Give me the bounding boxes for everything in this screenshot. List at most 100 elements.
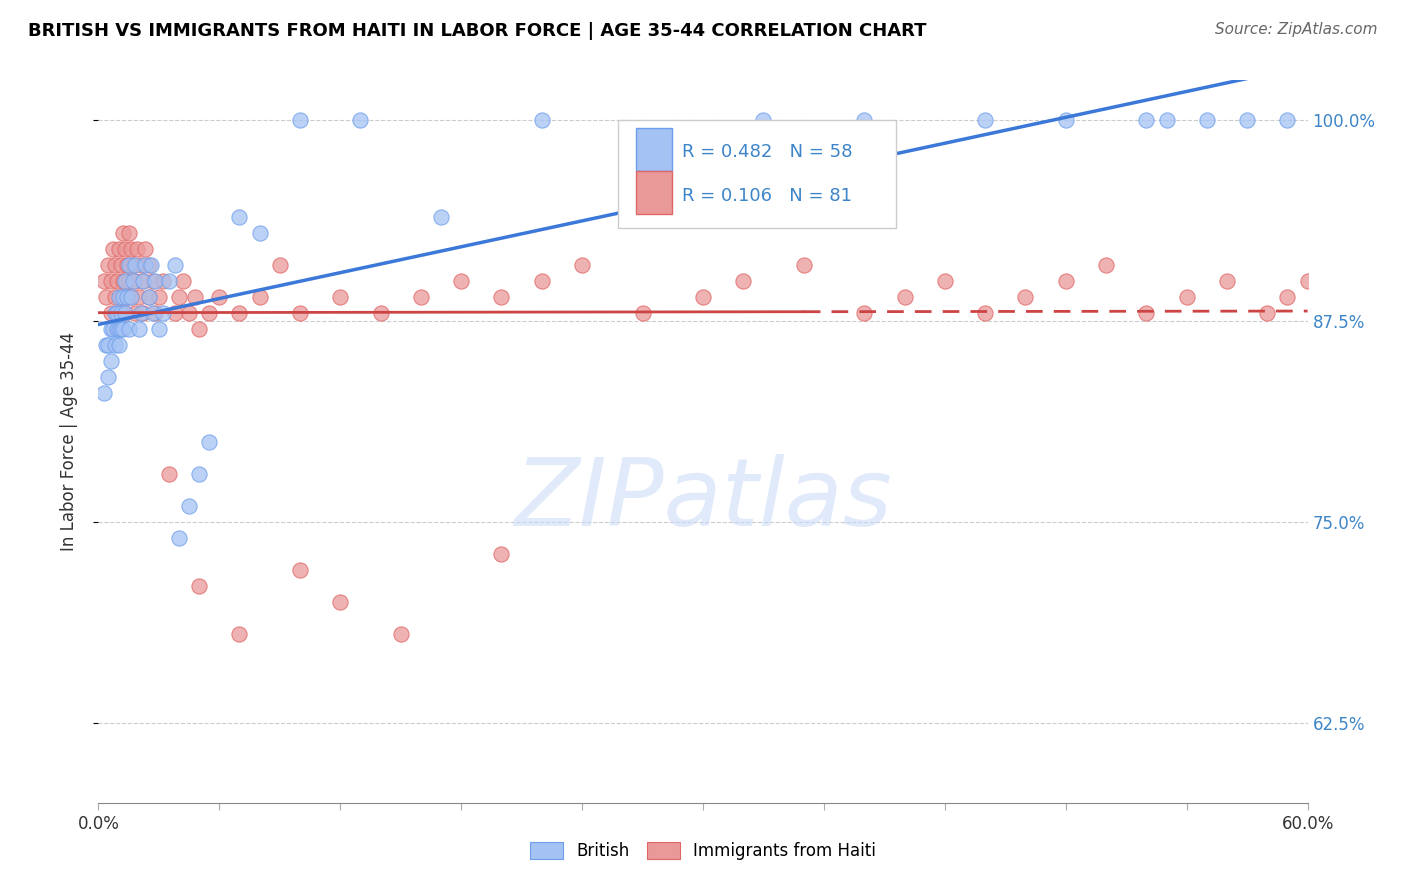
Point — [100, 306, 122, 320]
Point — [132, 274, 155, 288]
Point — [101, 242, 124, 256]
Point — [1054, 113, 1077, 128]
Point — [163, 306, 186, 320]
Point — [142, 274, 165, 288]
Point — [974, 306, 997, 320]
Point — [110, 306, 132, 320]
Point — [198, 306, 221, 320]
Point — [114, 306, 136, 320]
Point — [148, 290, 170, 304]
Point — [118, 274, 141, 288]
Point — [288, 113, 311, 128]
Point — [139, 258, 162, 272]
Point — [110, 290, 132, 304]
Point — [1135, 113, 1157, 128]
Point — [1156, 113, 1178, 128]
Point — [179, 306, 201, 320]
Point — [1277, 113, 1299, 128]
Point — [269, 258, 291, 272]
Text: R = 0.106   N = 81: R = 0.106 N = 81 — [682, 187, 852, 205]
Point — [143, 274, 166, 288]
Point — [142, 306, 165, 320]
Point — [167, 290, 190, 304]
Point — [172, 274, 194, 288]
Point — [128, 322, 150, 336]
Point — [115, 290, 138, 304]
Point — [107, 306, 129, 320]
Point — [120, 290, 142, 304]
Point — [138, 258, 160, 272]
Point — [163, 258, 186, 272]
Text: BRITISH VS IMMIGRANTS FROM HAITI IN LABOR FORCE | AGE 35-44 CORRELATION CHART: BRITISH VS IMMIGRANTS FROM HAITI IN LABO… — [28, 22, 927, 40]
Point — [198, 434, 221, 449]
Point — [167, 531, 190, 545]
Point — [134, 258, 156, 272]
Point — [329, 290, 352, 304]
Point — [491, 290, 513, 304]
Point — [893, 290, 915, 304]
Point — [128, 290, 150, 304]
Point — [152, 306, 174, 320]
Point — [118, 226, 141, 240]
Point — [184, 290, 207, 304]
Point — [132, 274, 155, 288]
Point — [409, 290, 432, 304]
Point — [188, 467, 211, 481]
Point — [1095, 258, 1118, 272]
Point — [329, 595, 352, 609]
Point — [1256, 306, 1278, 320]
Text: ZIPatlas: ZIPatlas — [515, 454, 891, 545]
Point — [530, 274, 553, 288]
Point — [1236, 113, 1258, 128]
Point — [288, 563, 311, 577]
Point — [138, 290, 160, 304]
Point — [491, 547, 513, 561]
Point — [111, 226, 134, 240]
Point — [1195, 113, 1218, 128]
Point — [934, 274, 956, 288]
Point — [631, 306, 654, 320]
Point — [118, 258, 141, 272]
Point — [120, 242, 142, 256]
Point — [111, 274, 134, 288]
Point — [349, 113, 371, 128]
Legend: British, Immigrants from Haiti: British, Immigrants from Haiti — [523, 835, 883, 867]
Point — [100, 274, 122, 288]
Point — [389, 627, 412, 641]
Point — [793, 258, 815, 272]
Point — [152, 274, 174, 288]
Point — [1054, 274, 1077, 288]
Point — [115, 258, 138, 272]
Point — [370, 306, 392, 320]
Y-axis label: In Labor Force | Age 35-44: In Labor Force | Age 35-44 — [59, 332, 77, 551]
Point — [571, 258, 593, 272]
Point — [111, 322, 134, 336]
Point — [125, 242, 148, 256]
Point — [107, 322, 129, 336]
Point — [114, 274, 136, 288]
Point — [134, 242, 156, 256]
Point — [110, 258, 132, 272]
Point — [853, 113, 876, 128]
Point — [692, 290, 714, 304]
Point — [124, 258, 146, 272]
Point — [228, 210, 250, 224]
Point — [148, 322, 170, 336]
Point — [105, 322, 128, 336]
Point — [138, 290, 160, 304]
FancyBboxPatch shape — [637, 171, 672, 214]
Point — [228, 627, 250, 641]
Point — [100, 322, 122, 336]
Point — [179, 499, 201, 513]
Point — [132, 306, 155, 320]
Point — [124, 306, 146, 320]
Point — [101, 322, 124, 336]
Point — [1175, 290, 1198, 304]
Point — [107, 242, 129, 256]
Point — [120, 290, 142, 304]
Point — [107, 338, 129, 352]
Point — [288, 306, 311, 320]
Point — [103, 258, 125, 272]
Point — [111, 290, 134, 304]
Point — [129, 258, 152, 272]
